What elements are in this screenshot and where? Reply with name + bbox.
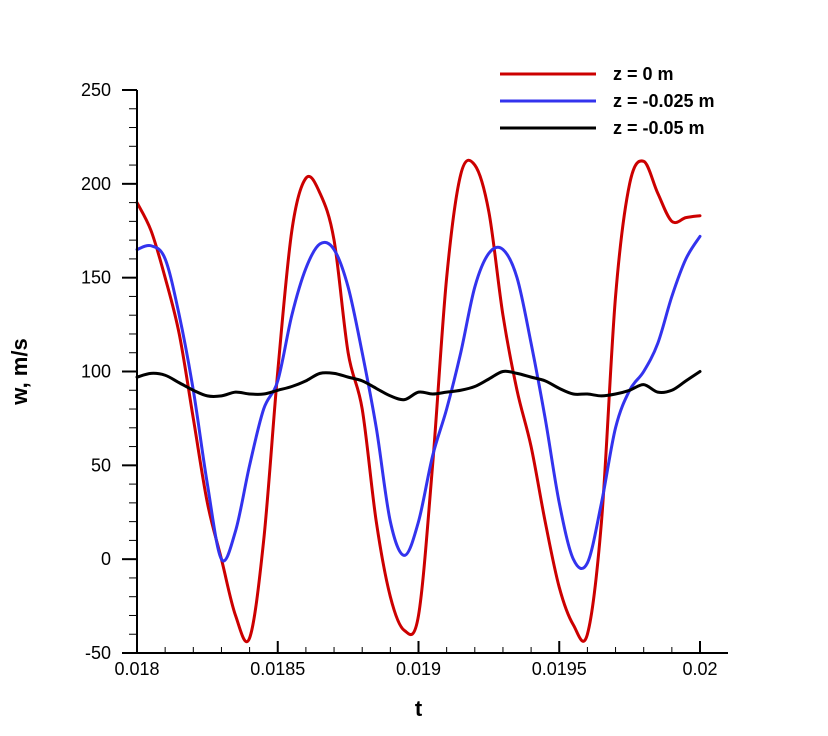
y-tick-label: 0 [101, 549, 111, 569]
x-tick-label: 0.018 [114, 659, 159, 679]
x-tick-label: 0.0185 [250, 659, 305, 679]
y-tick-label: -50 [85, 643, 111, 663]
legend-label-1: z = 0 m [613, 64, 674, 84]
x-axis-title: t [415, 696, 423, 721]
y-axis-title: w, m/s [7, 338, 32, 405]
y-tick-label: 50 [91, 455, 111, 475]
series-line-2 [135, 234, 702, 570]
legend-label-3: z = -0.05 m [613, 118, 705, 138]
axes: 0.018 0.0185 0.019 0.0195 0.02 -50 0 50 100 150 2… [81, 80, 728, 679]
y-tick-label: 150 [81, 268, 111, 288]
x-tick-label: 0.0195 [532, 659, 587, 679]
x-tick-label: 0.019 [396, 659, 441, 679]
y-tick-label: 100 [81, 362, 111, 382]
legend-label-2: z = -0.025 m [613, 91, 715, 111]
y-tick-label: 200 [81, 174, 111, 194]
x-tick-label: 0.02 [682, 659, 717, 679]
series-line-3 [135, 369, 702, 402]
series-line-1 [135, 158, 702, 644]
x-ticks: 0.018 0.0185 0.019 0.0195 0.02 [114, 641, 718, 679]
y-tick-label: 250 [81, 80, 111, 100]
y-ticks: -50 0 50 100 150 200 250 [81, 80, 137, 663]
plot-series [135, 158, 702, 644]
legend: z = 0 m z = -0.025 m z = -0.05 m [500, 64, 715, 138]
